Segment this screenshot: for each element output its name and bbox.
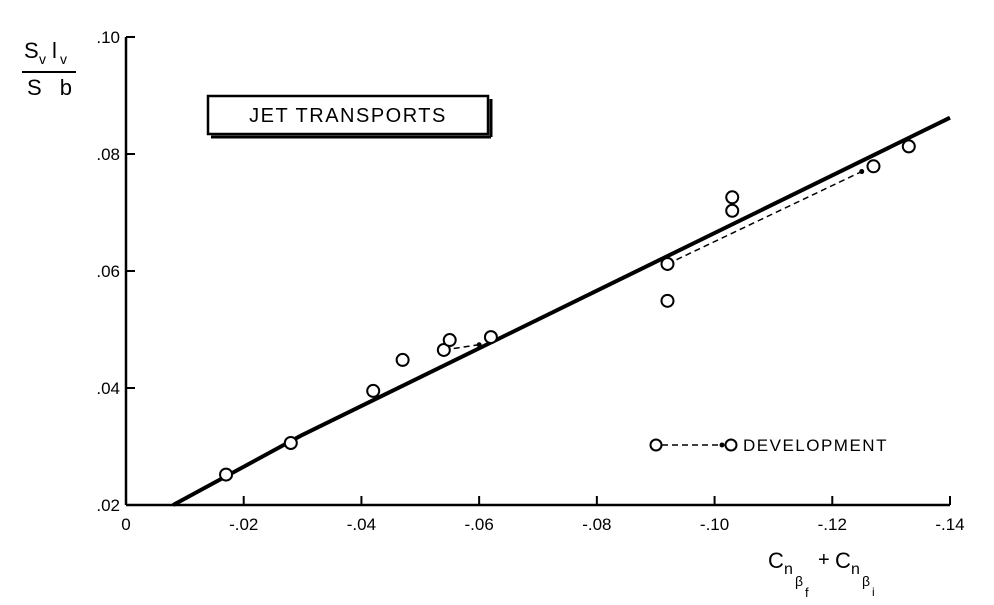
x-label-plus: + [818,549,830,571]
y-label-S: S [24,38,39,63]
chart-title: JET TRANSPORTS [249,105,447,127]
x-label-i: i [872,585,875,599]
data-point [901,139,916,154]
data-point [366,383,381,398]
development-line [667,170,863,265]
chart-title-box: JET TRANSPORTS [206,94,493,139]
legend-marker-end [724,438,738,452]
x-label-C2: C [835,548,851,573]
x-tick-label: -.08 [582,515,611,534]
x-label-n2: n [851,561,860,578]
data-point [660,256,675,271]
data-point [866,159,881,174]
y-tick-label: .04 [96,379,120,398]
x-tick-label: -.14 [935,515,964,534]
axes: 0 -.02 -.04 -.06 -.08 -.10 -.12 -.14 .02 .04 .06 .0… [96,28,964,534]
x-tick-label: -.10 [700,515,729,534]
data-point [483,330,498,345]
x-tick-label: -.06 [464,515,493,534]
x-label-C1: C [768,548,784,573]
y-label-sub-v-2: v [60,51,67,67]
x-tick-label: 0 [121,515,130,534]
x-tick-label: -.04 [347,515,376,534]
data-point [436,342,451,357]
x-tick-label: -.02 [229,515,258,534]
data-point [660,293,675,308]
data-point [442,333,457,348]
x-label-beta2: β [862,573,870,589]
y-label-denominator: S b [27,75,78,100]
y-axis-label: S v l v S b [22,38,78,100]
development-arrow-dot [476,342,482,348]
x-label-n1: n [784,561,793,578]
data-point [219,467,234,482]
x-label-f: f [805,585,809,600]
y-label-l: l [52,38,57,63]
legend-marker-start [649,438,663,452]
y-tick-label: .06 [96,262,120,281]
x-tick-label: -.12 [818,515,847,534]
y-label-sub-v-1: v [39,51,46,67]
x-axis-label: C n β f + C n β i [768,548,875,600]
y-tick-label: .02 [96,496,120,515]
legend: DEVELOPMENT [649,436,888,455]
y-tick-label: .10 [96,28,120,47]
y-tick-label: .08 [96,145,120,164]
data-points [219,139,916,482]
fit-line [172,115,951,507]
chart-title-frame [206,94,490,136]
development-arrow-dot [859,169,865,175]
data-point [395,352,410,367]
legend-arrow-dot [719,442,725,448]
data-point [725,203,740,218]
data-point [283,435,298,450]
data-point [725,190,740,205]
legend-label: DEVELOPMENT [743,436,888,455]
x-label-beta1: β [795,573,803,589]
